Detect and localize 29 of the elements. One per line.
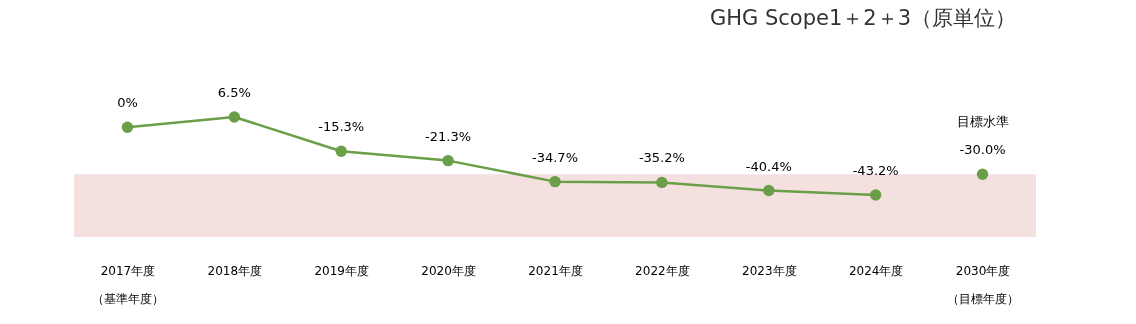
- point: [869, 189, 882, 201]
- point: [763, 184, 775, 197]
- x-tick-label: 2022年度: [635, 263, 690, 278]
- data-label: -35.2%: [638, 150, 685, 166]
- point: [442, 154, 454, 167]
- x-tick-label: 2017年度（基準年度）: [91, 263, 164, 306]
- x-tick-label: 2020年度: [421, 263, 476, 278]
- x-tick-label: 2023年度: [742, 263, 797, 278]
- point: [549, 175, 561, 188]
- point: [121, 121, 134, 133]
- x-tick-label: 2018年度: [207, 263, 263, 278]
- chart-title: GHG Scope1＋2＋3（原単位）: [709, 6, 1016, 30]
- x-tick-label: 2024年度: [848, 263, 904, 278]
- data-label: -21.3%: [425, 128, 472, 144]
- x-tick-label: 2021年度: [528, 263, 583, 278]
- data-label: -40.4%: [745, 158, 792, 174]
- data-label: -34.7%: [532, 149, 578, 165]
- point: [335, 145, 347, 157]
- text: 目標水準: [956, 114, 1009, 130]
- point: [976, 168, 989, 180]
- data-label: -15.3%: [318, 119, 365, 135]
- data-label: -43.2%: [852, 162, 899, 178]
- data-label: 6.5%: [217, 85, 251, 100]
- data-label: -30.0%: [959, 142, 1006, 158]
- x-tick-label: 2030年度（目標年度）: [947, 263, 1020, 306]
- point: [228, 111, 241, 123]
- point: [656, 176, 668, 189]
- x-tick-label: 2019年度: [314, 263, 369, 278]
- data-label: 0%: [117, 95, 138, 111]
